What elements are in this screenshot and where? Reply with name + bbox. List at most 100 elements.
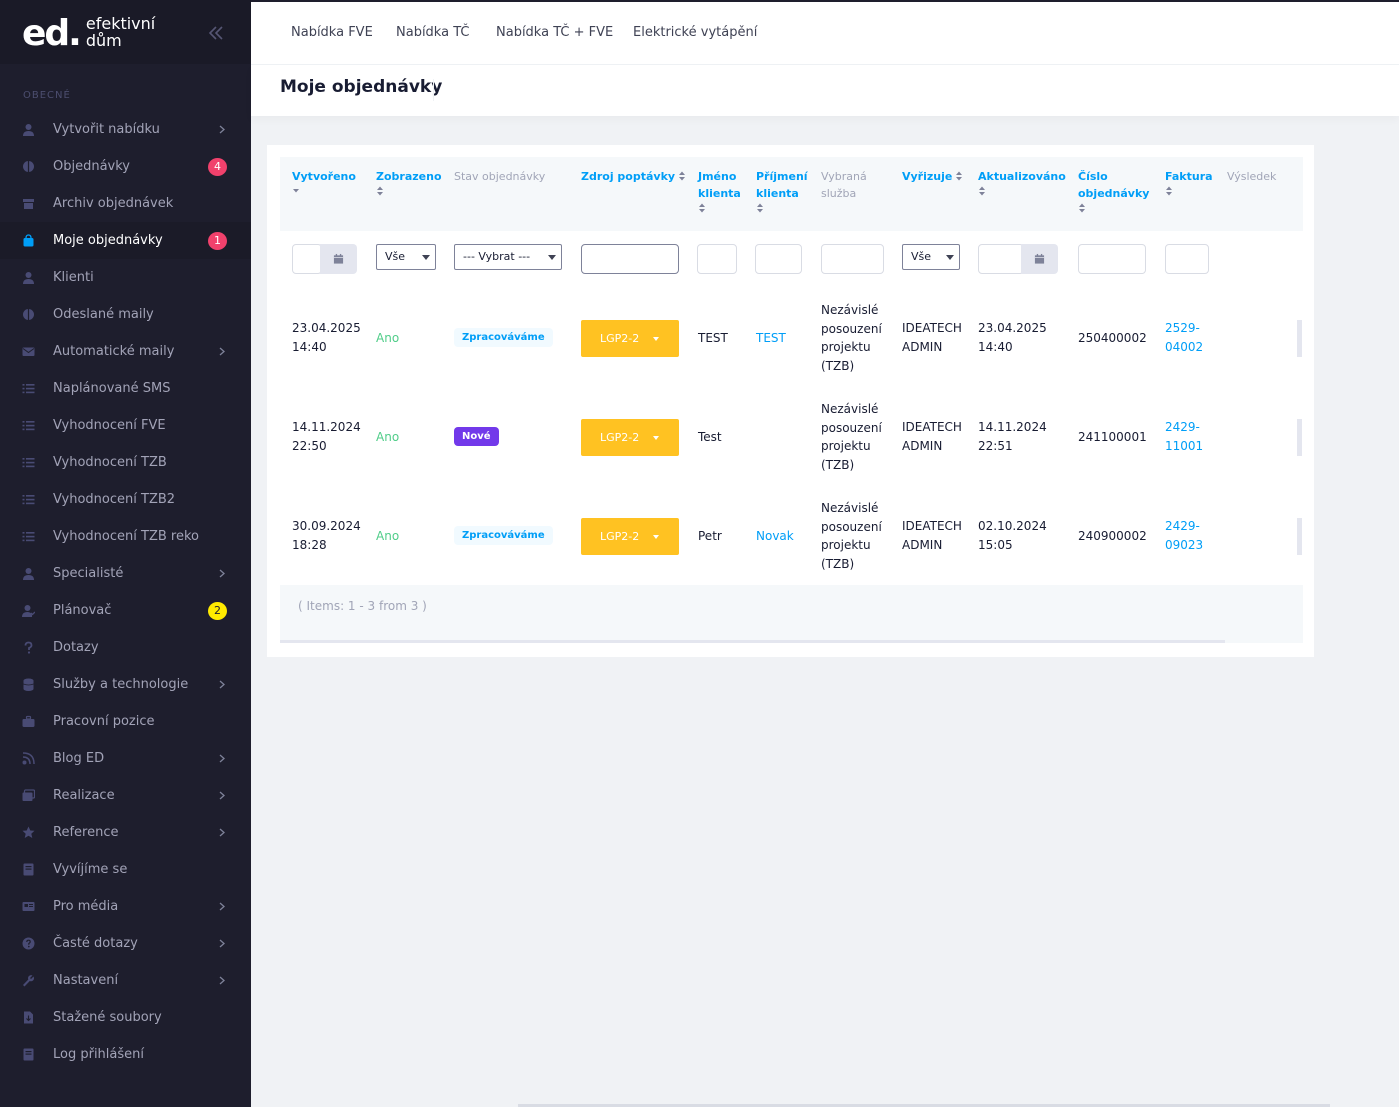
sidebar-item-pro-media[interactable]: Pro média: [0, 888, 251, 925]
service-filter-input[interactable]: [821, 244, 884, 274]
updated-calendar-button[interactable]: [1021, 244, 1058, 274]
sidebar-item-label: Odeslané maily: [53, 307, 154, 322]
column-header-order-no[interactable]: Číslo objednávky: [1078, 168, 1149, 213]
column-header-shown[interactable]: Zobrazeno: [376, 168, 442, 196]
logo-line1: efektivní: [85, 14, 156, 33]
sidebar-item-reference[interactable]: Reference: [0, 814, 251, 851]
nav-elektricke-vytapeni[interactable]: Elektrické vytápění: [633, 25, 758, 40]
sidebar-item-caste-dotazy[interactable]: Časté dotazy: [0, 925, 251, 962]
sidebar-item-specialiste[interactable]: Specialisté: [0, 555, 251, 592]
source-filter-input[interactable]: [581, 244, 679, 274]
column-header-invoice[interactable]: Faktura: [1165, 168, 1213, 196]
sidebar-item-objednavky[interactable]: Objednávky 4: [0, 148, 251, 185]
question-icon: [24, 641, 33, 654]
source-dropdown-button[interactable]: LGP2-2: [581, 320, 679, 357]
handler-filter-select[interactable]: Vše: [902, 244, 960, 270]
user-icon: [23, 124, 34, 136]
sidebar-item-vyvijime-se[interactable]: Vyvíjíme se: [0, 851, 251, 888]
cell-updated: 14.11.2024 22:51: [978, 418, 1047, 455]
sidebar-item-label: Realizace: [53, 788, 115, 803]
header-label: Výsledek: [1227, 170, 1277, 183]
created-filter-input[interactable]: [292, 244, 322, 274]
double-chevron-left-icon[interactable]: [206, 23, 226, 43]
user-check-icon: [22, 605, 35, 617]
cell-handler-line: IDEATECH: [902, 321, 962, 335]
cell-service-line: Nezávislé: [821, 303, 879, 317]
sidebar-item-odeslane-maily[interactable]: Odeslané maily: [0, 296, 251, 333]
user-icon: [23, 272, 34, 284]
page-title: Moje objednávky: [280, 77, 443, 97]
sidebar-item-nastaveni[interactable]: Nastavení: [0, 962, 251, 999]
list-icon: [22, 458, 35, 468]
cell-service: Nezávislé posouzení projektu (TZB): [821, 301, 882, 375]
sidebar-item-label: Pracovní pozice: [53, 714, 155, 729]
row-action-handle[interactable]: [1297, 320, 1302, 357]
caret-down-icon: [653, 436, 659, 440]
horizontal-scrollbar[interactable]: [280, 640, 1225, 643]
sidebar-item-klienti[interactable]: Klienti: [0, 259, 251, 296]
sidebar-item-archiv-objednavek[interactable]: Archiv objednávek: [0, 185, 251, 222]
cell-last-name-link[interactable]: Novak: [756, 529, 794, 543]
cell-service-line: (TZB): [821, 556, 855, 571]
logo[interactable]: ed. efektivní dům: [22, 12, 155, 56]
column-header-last[interactable]: Příjmení klienta: [756, 168, 808, 213]
column-header-created[interactable]: Vytvořeno: [292, 168, 356, 196]
sidebar-item-vyhodnoceni-tzb2[interactable]: Vyhodnocení TZB2: [0, 481, 251, 518]
sidebar-item-vytvorit-nabidku[interactable]: Vytvořit nabídku: [0, 111, 251, 148]
cell-service-line: posouzení: [821, 420, 882, 435]
nav-nabidka-tc[interactable]: Nabídka TČ: [396, 25, 470, 40]
sidebar-item-sluzby-a-technologie[interactable]: Služby a technologie: [0, 666, 251, 703]
sidebar-item-blog-ed[interactable]: Blog ED: [0, 740, 251, 777]
sidebar-item-vyhodnoceni-fve[interactable]: Vyhodnocení FVE: [0, 407, 251, 444]
nav-nabidka-fve[interactable]: Nabídka FVE: [291, 25, 373, 40]
sidebar-item-vyhodnoceni-tzb[interactable]: Vyhodnocení TZB: [0, 444, 251, 481]
column-header-handler[interactable]: Vyřizuje: [902, 168, 963, 185]
sidebar-item-log-prihlaseni[interactable]: Log přihlášení: [0, 1036, 251, 1073]
archive-icon: [23, 199, 34, 209]
updated-filter-input[interactable]: [978, 244, 1024, 274]
sidebar-item-vyhodnoceni-tzb-reko[interactable]: Vyhodnocení TZB reko: [0, 518, 251, 555]
column-header-first[interactable]: Jméno klienta: [698, 168, 741, 213]
sidebar-item-moje-objednavky[interactable]: Moje objednávky 1: [0, 222, 251, 259]
invoice-link[interactable]: 2429- 09023: [1165, 517, 1203, 554]
page-scrollbar[interactable]: [518, 1104, 1330, 1107]
sidebar-item-realizace[interactable]: Realizace: [0, 777, 251, 814]
header-label: Jméno: [698, 170, 737, 183]
header-label: Zobrazeno: [376, 170, 442, 183]
invoice-link[interactable]: 2429- 11001: [1165, 418, 1203, 455]
row-action-handle[interactable]: [1297, 518, 1302, 555]
sidebar-menu: Vytvořit nabídku Objednávky 4 Archiv objedn…: [0, 111, 251, 1073]
chevron-right-icon: [219, 939, 225, 948]
sidebar-item-naplanovane-sms[interactable]: Naplánované SMS: [0, 370, 251, 407]
last-name-filter-input[interactable]: [755, 244, 802, 274]
invoice-link[interactable]: 2529- 04002: [1165, 319, 1203, 356]
first-name-filter-input[interactable]: [697, 244, 737, 274]
sidebar-item-automaticke-maily[interactable]: Automatické maily: [0, 333, 251, 370]
sidebar-item-planovac[interactable]: Plánovač 2: [0, 592, 251, 629]
invoice-filter-input[interactable]: [1165, 244, 1209, 274]
sort-icon: [979, 186, 985, 196]
sidebar-item-label: Vyhodnocení TZB2: [53, 492, 176, 507]
shown-filter-select[interactable]: Vše: [376, 244, 436, 270]
nav-nabidka-tc-fve[interactable]: Nabídka TČ + FVE: [496, 25, 614, 40]
source-dropdown-button[interactable]: LGP2-2: [581, 419, 679, 456]
sidebar-item-pracovni-pozice[interactable]: Pracovní pozice: [0, 703, 251, 740]
created-calendar-button[interactable]: [320, 244, 357, 274]
state-filter-select[interactable]: --- Vybrat ---: [454, 244, 562, 270]
row-action-handle[interactable]: [1297, 419, 1302, 456]
cell-last-name-link[interactable]: TEST: [756, 331, 786, 345]
sidebar-item-stazene-soubory[interactable]: Stažené soubory: [0, 999, 251, 1036]
briefcase-icon: [22, 715, 35, 727]
logo-line2: dům: [85, 31, 122, 50]
column-header-source[interactable]: Zdroj poptávky: [581, 168, 686, 185]
sidebar-item-label: Log přihlášení: [53, 1047, 144, 1062]
order-number-filter-input[interactable]: [1078, 244, 1146, 274]
sidebar-item-dotazy[interactable]: Dotazy: [0, 629, 251, 666]
header-label: Vybraná: [821, 170, 867, 183]
source-dropdown-button[interactable]: LGP2-2: [581, 518, 679, 555]
cell-service-line: Nezávislé: [821, 501, 879, 515]
page-toolbar: Moje objednávky: [251, 65, 1399, 116]
sort-icon: [1166, 186, 1172, 196]
column-header-updated[interactable]: Aktualizováno: [978, 168, 1066, 196]
cell-handler: IDEATECH ADMIN: [902, 418, 962, 455]
